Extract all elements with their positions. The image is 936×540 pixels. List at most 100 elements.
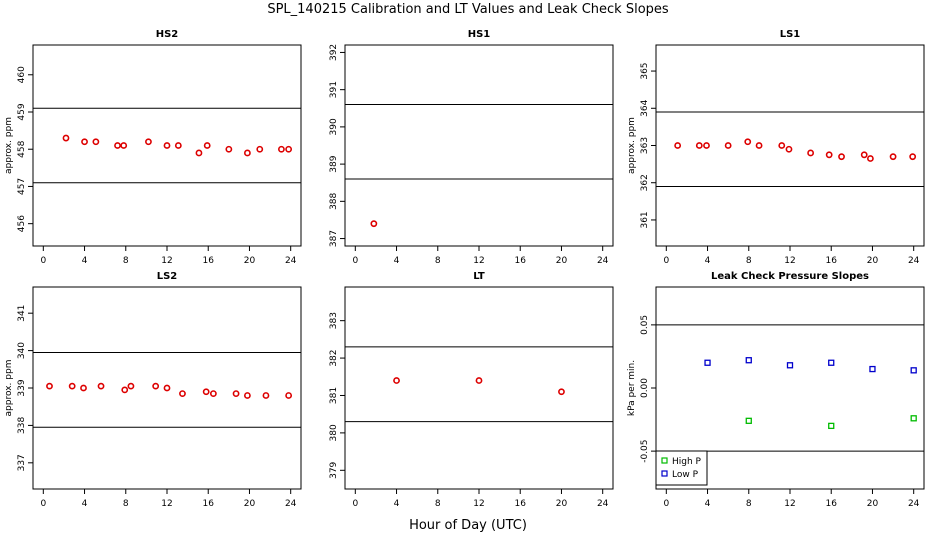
data-point: [838, 153, 845, 161]
data-point: [370, 220, 378, 228]
y-tick-label: 340: [17, 342, 27, 359]
x-tick-label: 24: [285, 499, 297, 509]
data-point: [785, 145, 793, 153]
x-tick-label: 16: [826, 256, 838, 266]
x-tick-label: 12: [473, 499, 484, 509]
x-tick-label: 12: [473, 256, 484, 266]
x-tick-label: 20: [244, 256, 256, 266]
y-tick-label: 458: [17, 140, 27, 157]
data-point: [910, 367, 917, 374]
data-point: [278, 145, 285, 153]
x-tick-label: 4: [705, 499, 711, 509]
plot-frame: [32, 44, 302, 247]
legend-marker: [661, 470, 668, 477]
data-point: [202, 388, 210, 396]
legend-box: [655, 450, 708, 486]
y-tick-label: 387: [329, 230, 339, 247]
x-tick-label: 0: [352, 256, 358, 266]
y-tick-label: 392: [329, 44, 339, 61]
data-point: [232, 390, 240, 398]
x-tick-label: 16: [203, 499, 215, 509]
chart-panel-1: HS2 0 4 8 12 16 20 24 456 457 458 459 460 approx. ppm: [4, 29, 302, 266]
data-point: [46, 382, 53, 390]
data-point: [828, 422, 835, 430]
x-tick-label: 20: [244, 499, 256, 509]
data-point: [807, 149, 815, 157]
y-axis-label: approx. ppm: [4, 117, 14, 174]
chart-panel-6: Leak Check Pressure Slopes 0 4 8 12 16 20 24 -0.…: [627, 271, 925, 509]
plot-frame: [344, 286, 614, 490]
data-point: [152, 382, 160, 390]
data-point: [889, 153, 897, 161]
data-point: [745, 417, 752, 424]
data-point: [195, 149, 203, 157]
y-tick-label: 362: [640, 174, 650, 191]
page-title: SPL_140215 Calibration and LT Values and…: [267, 2, 669, 17]
x-tick-label: 4: [394, 256, 400, 266]
x-tick-label: 8: [435, 256, 441, 266]
panel-title: LT: [473, 271, 485, 282]
data-point: [695, 142, 703, 149]
y-axis-label: approx. ppm: [627, 117, 637, 174]
data-point: [755, 142, 763, 149]
y-tick-label: 457: [17, 178, 27, 195]
data-point: [243, 149, 251, 157]
data-point: [285, 145, 293, 153]
x-tick-label: 4: [82, 256, 88, 266]
data-point: [910, 415, 917, 422]
data-point: [163, 384, 171, 392]
plot-frame: [344, 44, 614, 247]
y-tick-label: 0.00: [640, 378, 650, 398]
x-tick-label: 20: [867, 499, 879, 509]
panel-title: HS1: [468, 29, 491, 40]
y-tick-label: 459: [17, 103, 27, 120]
x-tick-label: 0: [663, 256, 669, 266]
legend-marker: [661, 457, 668, 464]
y-tick-label: 383: [329, 312, 339, 329]
x-tick-label: 24: [285, 256, 297, 266]
x-tick-label: 16: [826, 499, 838, 509]
x-tick-label: 24: [908, 499, 920, 509]
data-point: [68, 382, 76, 390]
y-tick-label: -0.05: [640, 439, 650, 462]
x-axis-label: Hour of Day (UTC): [409, 518, 527, 533]
legend-label: Low P: [672, 470, 699, 480]
data-point: [163, 142, 171, 149]
panel-title: HS2: [156, 29, 179, 40]
x-tick-label: 16: [203, 256, 215, 266]
y-tick-label: 382: [329, 349, 339, 366]
x-tick-label: 16: [515, 256, 527, 266]
x-tick-label: 0: [40, 256, 46, 266]
data-point: [62, 134, 70, 142]
x-tick-label: 12: [161, 499, 172, 509]
y-tick-label: 390: [329, 118, 339, 135]
panel-title: LS2: [157, 271, 178, 282]
data-point: [867, 155, 874, 162]
x-tick-label: 12: [784, 256, 795, 266]
y-tick-label: 381: [329, 387, 339, 404]
y-tick-label: 391: [329, 81, 339, 98]
x-tick-label: 4: [705, 256, 711, 266]
data-point: [92, 138, 100, 146]
x-tick-label: 12: [161, 256, 172, 266]
data-point: [475, 377, 483, 384]
data-point: [81, 138, 88, 146]
data-point: [80, 384, 87, 392]
data-point: [179, 390, 186, 398]
data-point: [174, 142, 182, 149]
chart-panel-3: LS1 0 4 8 12 16 20 24 361 362 363 364 365 approx. ppm: [627, 29, 925, 266]
data-point: [744, 138, 752, 146]
data-point: [674, 142, 682, 149]
x-tick-label: 0: [40, 499, 46, 509]
y-tick-label: 363: [640, 137, 650, 154]
x-tick-label: 8: [746, 499, 752, 509]
y-axis-label: kPa per min.: [627, 360, 637, 416]
data-point: [909, 153, 917, 161]
data-point: [825, 151, 833, 159]
data-point: [121, 386, 129, 394]
x-tick-label: 8: [435, 499, 441, 509]
x-tick-label: 8: [746, 256, 752, 266]
y-tick-label: 337: [17, 454, 27, 471]
legend: High P Low P: [655, 450, 708, 486]
data-point: [97, 382, 105, 390]
